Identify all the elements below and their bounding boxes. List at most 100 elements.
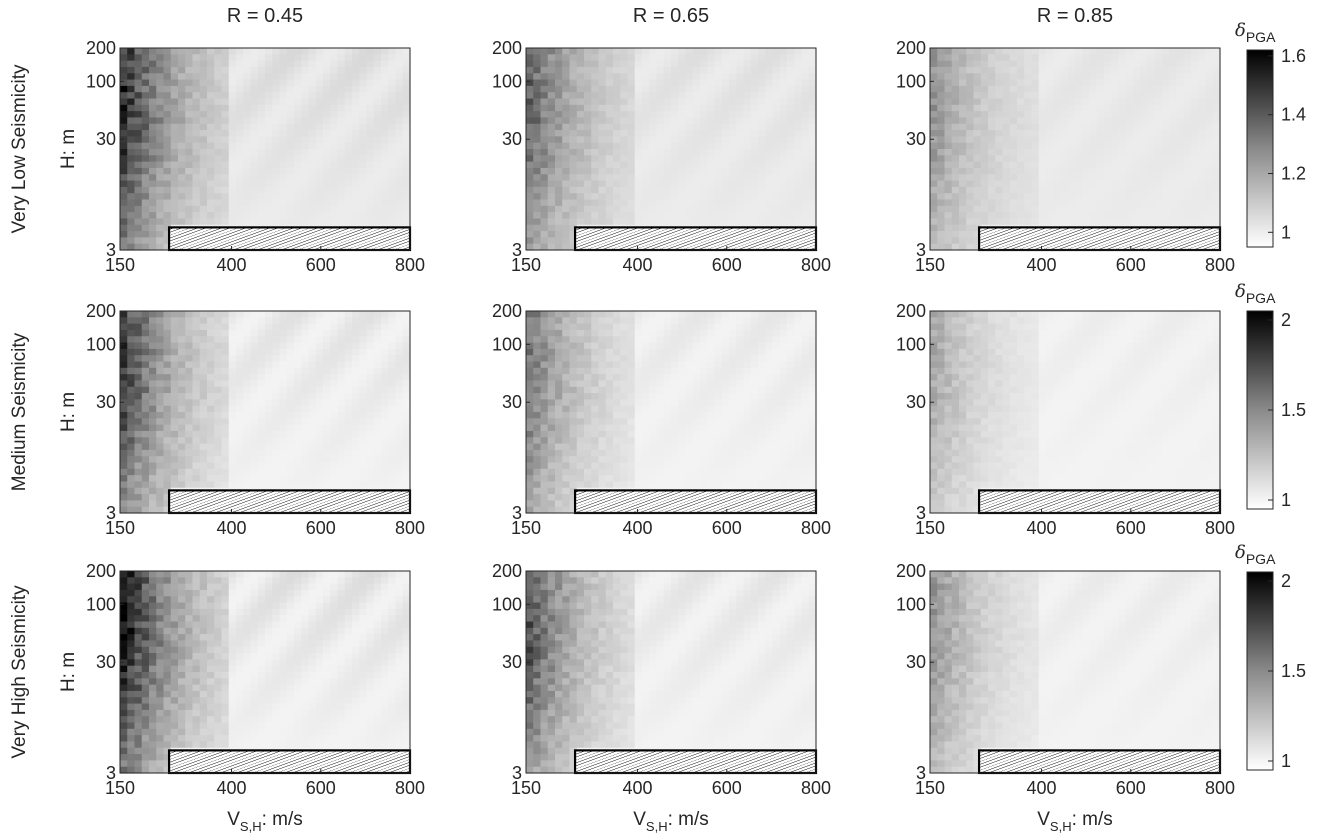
- heatmap-cell: [337, 54, 346, 62]
- heatmap-cell: [569, 199, 578, 207]
- heatmap-cell: [221, 180, 230, 188]
- heatmap-cell: [301, 361, 310, 369]
- heatmap-cell: [352, 85, 360, 93]
- heatmap-cell: [736, 54, 745, 62]
- heatmap-cell: [973, 104, 982, 112]
- heatmap-cell: [134, 424, 143, 432]
- heatmap-cell: [980, 130, 989, 137]
- heatmap-cell: [344, 342, 353, 350]
- heatmap-cell: [286, 199, 295, 207]
- heatmap-cell: [526, 231, 534, 238]
- heatmap-cell: [221, 361, 230, 369]
- heatmap-cell: [265, 92, 273, 100]
- heatmap-cell: [294, 92, 302, 100]
- heatmap-cell: [555, 212, 563, 220]
- heatmap-cell: [1205, 161, 1214, 169]
- heatmap-cell: [257, 136, 266, 144]
- heatmap-cell: [707, 136, 716, 144]
- heatmap-cell: [656, 117, 665, 125]
- heatmap-cell: [257, 180, 266, 188]
- heatmap-cell: [750, 193, 759, 201]
- heatmap-cell: [526, 104, 534, 112]
- heatmap-cell: [1067, 85, 1076, 93]
- heatmap-cell: [714, 167, 723, 175]
- heatmap-cell: [1009, 186, 1018, 194]
- heatmap-cell: [141, 186, 150, 194]
- heatmap-cell: [330, 174, 339, 182]
- heatmap-cell: [729, 142, 737, 150]
- heatmap-cell: [1104, 155, 1112, 163]
- heatmap-cell: [141, 355, 150, 363]
- heatmap-cell: [120, 130, 128, 137]
- heatmap-cell: [966, 205, 975, 213]
- heatmap-cell: [236, 468, 244, 476]
- heatmap-cell: [243, 456, 252, 464]
- heatmap-cell: [736, 218, 745, 226]
- heatmap-cell: [388, 117, 397, 125]
- heatmap-cell: [286, 412, 295, 419]
- heatmap-cell: [729, 104, 737, 112]
- heatmap-cell: [634, 85, 643, 93]
- heatmap-cell: [337, 430, 346, 438]
- heatmap-cell: [366, 311, 375, 318]
- heatmap-cell: [337, 130, 346, 137]
- heatmap-cell: [185, 323, 194, 331]
- heatmap-cell: [743, 167, 752, 175]
- heatmap-cell: [359, 142, 368, 150]
- heatmap-cell: [765, 66, 774, 74]
- heatmap-cell: [613, 193, 621, 201]
- heatmap-cell: [1118, 111, 1127, 119]
- heatmap-cell: [207, 329, 215, 337]
- heatmap-cell: [134, 418, 143, 426]
- heatmap-cell: [1024, 193, 1033, 201]
- heatmap-cell: [134, 79, 143, 87]
- heatmap-cell: [243, 174, 252, 182]
- heatmap-cell: [323, 380, 331, 388]
- heatmap-cell: [794, 218, 803, 226]
- heatmap-cell: [1205, 142, 1214, 150]
- heatmap-cell: [1198, 136, 1207, 144]
- heatmap-cell: [1191, 174, 1199, 182]
- heatmap-cell: [344, 130, 353, 137]
- heatmap-cell: [808, 48, 817, 55]
- heatmap-cell: [199, 149, 208, 156]
- heatmap-cell: [944, 60, 953, 68]
- heatmap-cell: [758, 218, 766, 226]
- heatmap-cell: [1060, 155, 1069, 163]
- heatmap-cell: [634, 167, 643, 175]
- heatmap-cell: [1198, 104, 1207, 112]
- heatmap-cell: [250, 218, 259, 226]
- heatmap-cell: [170, 205, 179, 213]
- heatmap-cell: [627, 186, 636, 194]
- heatmap-cell: [272, 130, 281, 137]
- heatmap-cell: [265, 311, 273, 318]
- heatmap-cell: [671, 79, 679, 87]
- heatmap-cell: [141, 104, 150, 112]
- heatmap-cell: [540, 73, 549, 81]
- heatmap-cell: [980, 48, 989, 55]
- heatmap-cell: [141, 79, 150, 87]
- heatmap-cell: [995, 85, 1004, 93]
- heatmap-cell: [1198, 117, 1207, 125]
- heatmap-cell: [1096, 85, 1105, 93]
- heatmap-cell: [359, 180, 368, 188]
- heatmap-cell: [1067, 117, 1076, 125]
- heatmap-cell: [1046, 66, 1054, 74]
- heatmap-cell: [301, 462, 310, 470]
- heatmap-cell: [787, 199, 795, 207]
- heatmap-cell: [1125, 79, 1134, 87]
- heatmap-cell: [243, 85, 252, 93]
- heatmap-cell: [337, 468, 346, 476]
- heatmap-cell: [1176, 123, 1185, 131]
- heatmap-cell: [620, 123, 629, 131]
- heatmap-cell: [787, 60, 795, 68]
- heatmap-cell: [170, 380, 179, 388]
- heatmap-cell: [207, 117, 215, 125]
- heatmap-cell: [547, 104, 556, 112]
- heatmap-cell: [265, 85, 273, 93]
- heatmap-cell: [243, 54, 252, 62]
- heatmap-cell: [649, 199, 658, 207]
- heatmap-cell: [170, 60, 179, 68]
- heatmap-cell: [808, 111, 817, 119]
- heatmap-cell: [134, 412, 143, 419]
